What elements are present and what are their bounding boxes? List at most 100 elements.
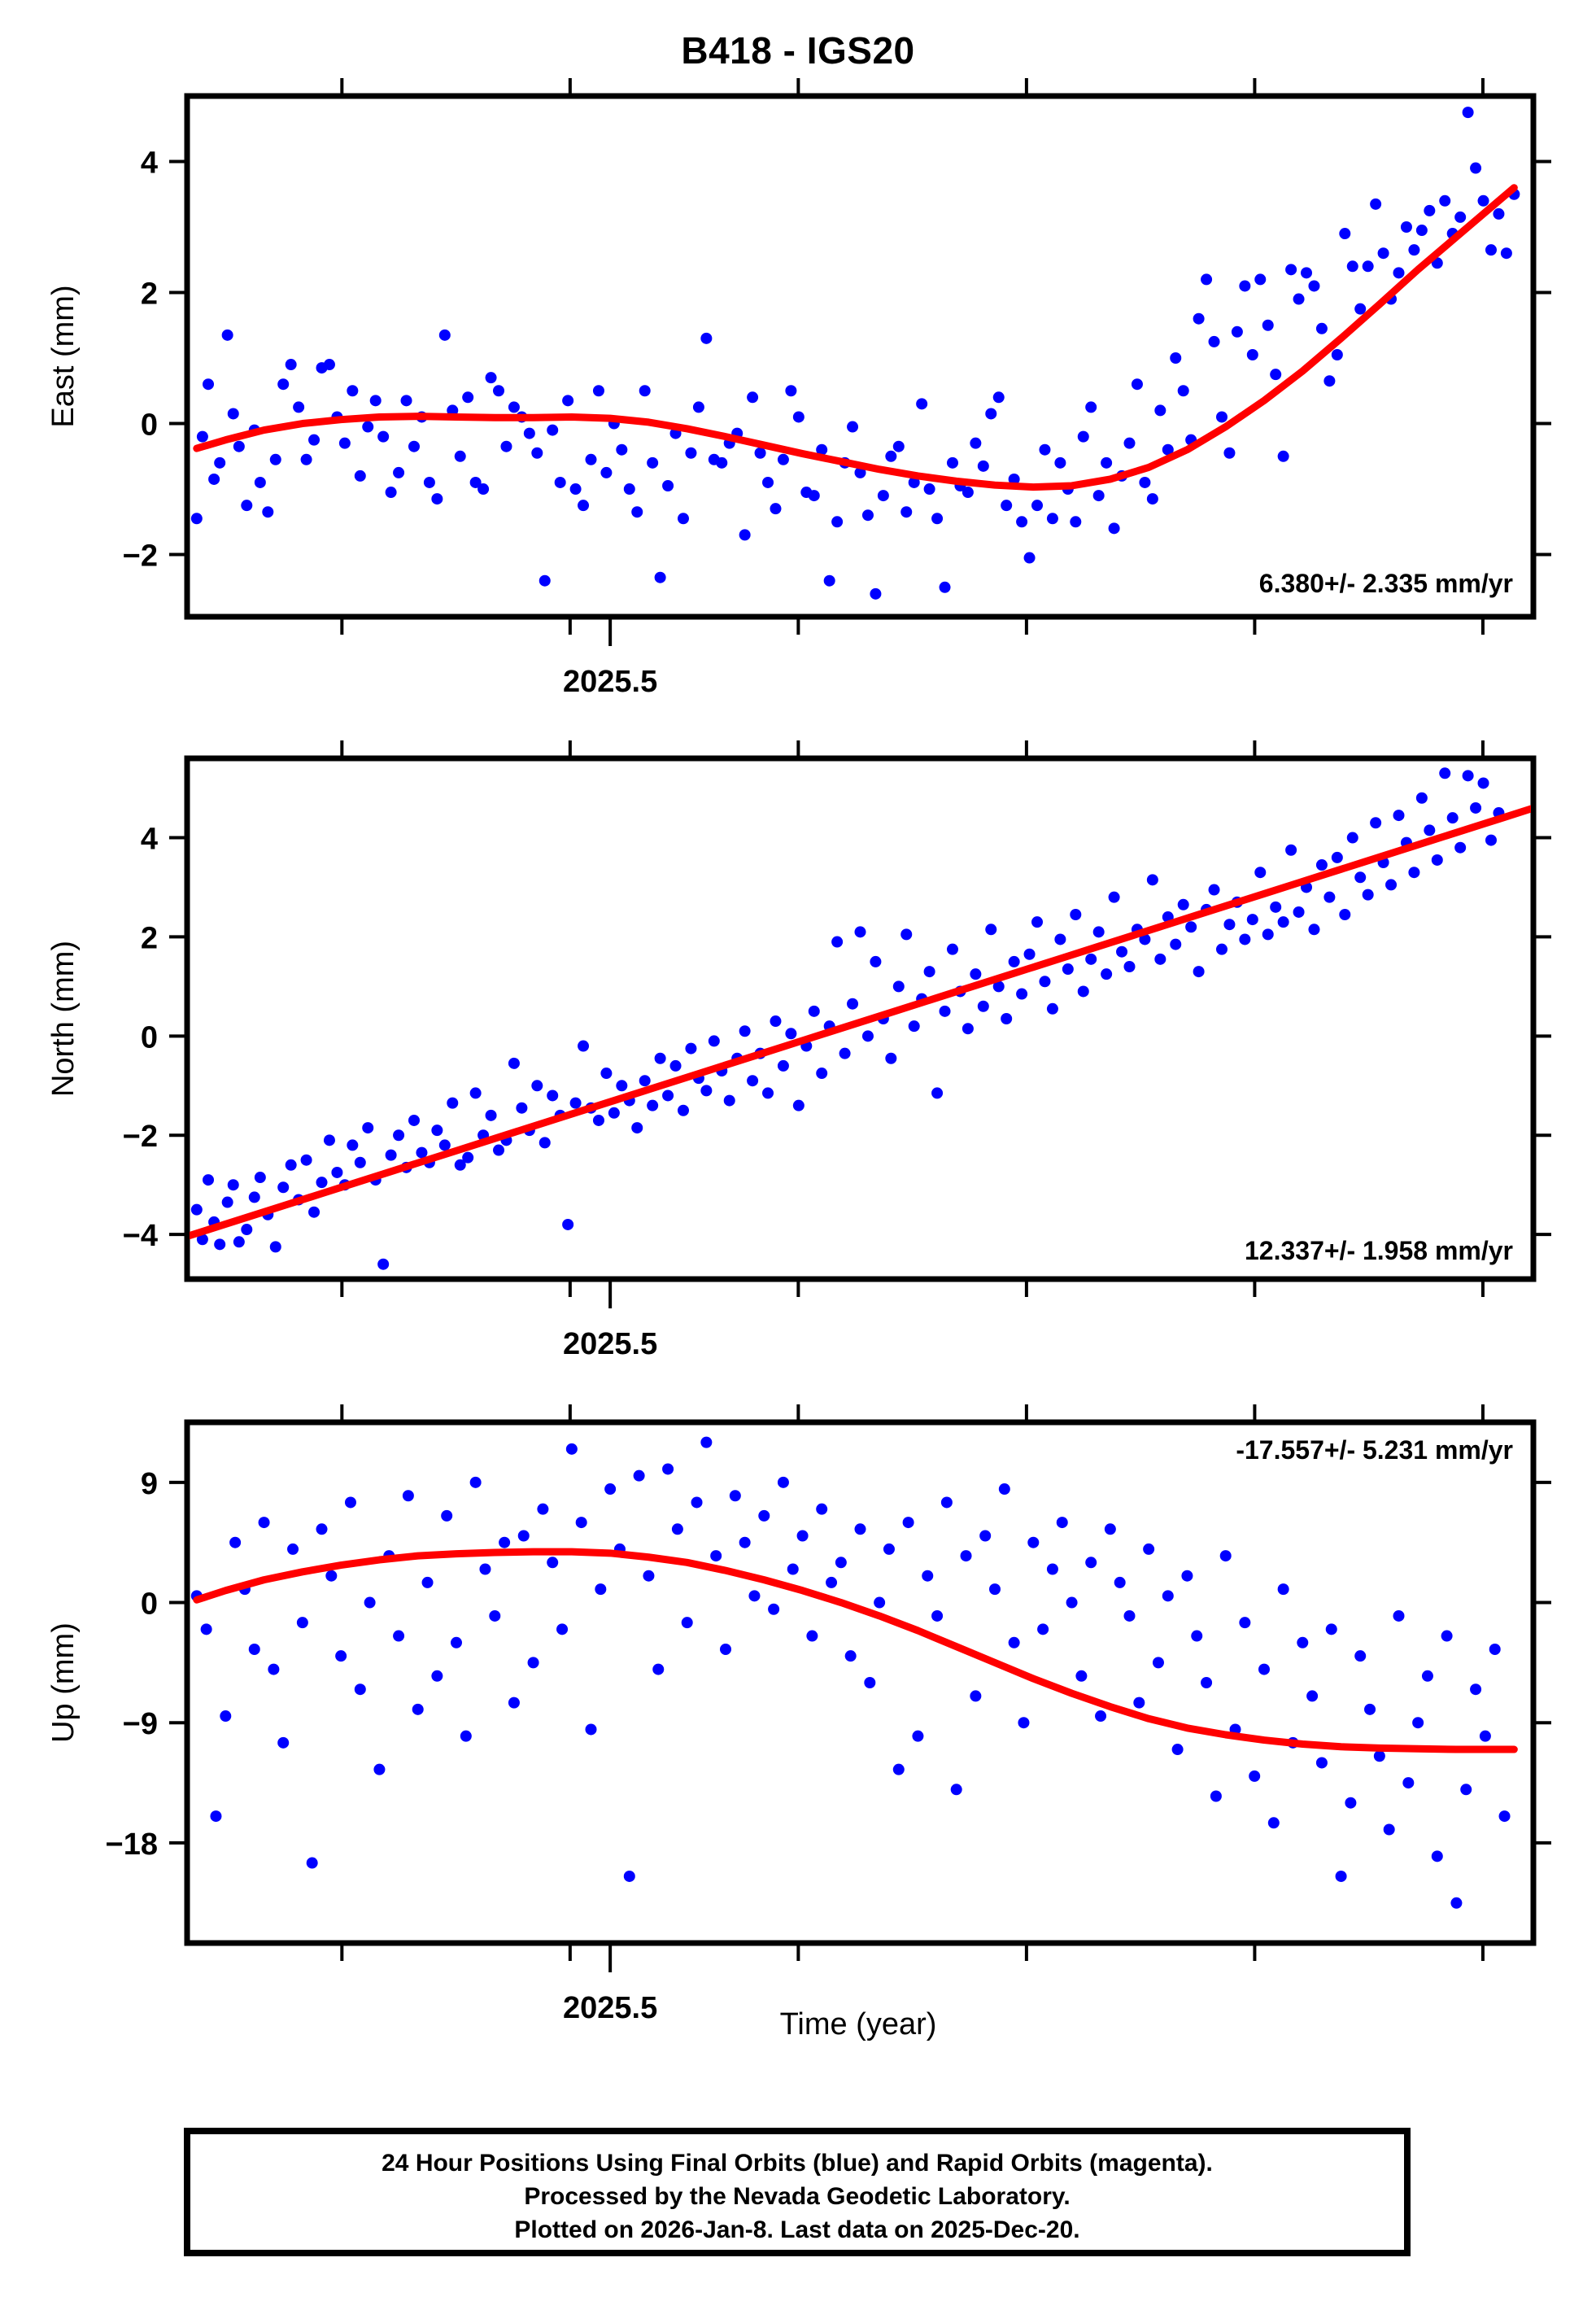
data-point [393, 466, 405, 478]
data-point [946, 456, 958, 469]
data-point [989, 1583, 1001, 1596]
data-point [308, 1206, 321, 1218]
data-point [691, 1496, 703, 1509]
data-point [1171, 1744, 1184, 1756]
data-point [200, 1623, 212, 1635]
data-point [1046, 1002, 1058, 1015]
data-point [633, 1469, 645, 1482]
data-point [604, 1483, 617, 1496]
data-point [1377, 247, 1389, 260]
data-point [241, 500, 253, 512]
rate-annotation: 6.380+/- 2.335 mm/yr [1259, 569, 1513, 598]
data-point [1267, 1817, 1280, 1829]
data-point [950, 1784, 962, 1796]
data-point [1308, 924, 1320, 936]
data-point [1262, 319, 1274, 331]
data-point [874, 1596, 886, 1609]
data-point [208, 473, 220, 485]
data-point [748, 1590, 761, 1602]
data-point [1191, 1630, 1203, 1642]
data-point [831, 516, 844, 528]
data-point [547, 1089, 559, 1102]
data-point [885, 450, 897, 462]
data-point [600, 1068, 613, 1080]
data-point [277, 1736, 290, 1749]
data-point [1335, 1870, 1347, 1882]
data-point [912, 1730, 924, 1742]
data-point [221, 329, 233, 341]
data-point [685, 1042, 697, 1055]
data-point [1246, 914, 1258, 926]
data-point [527, 1657, 539, 1669]
data-point [1315, 859, 1328, 871]
data-point [970, 1690, 982, 1702]
data-point [1054, 456, 1066, 469]
data-point [423, 476, 435, 488]
data-point [1270, 901, 1282, 913]
data-point [447, 1097, 459, 1109]
data-point [562, 1218, 574, 1230]
data-point [1108, 522, 1120, 535]
data-point [916, 398, 928, 410]
data-point [385, 1149, 397, 1161]
data-point [870, 955, 882, 967]
x-tick-label: 2025.5 [563, 665, 657, 699]
plot-area [190, 767, 1531, 1270]
data-point [1315, 1757, 1328, 1769]
data-point [1470, 162, 1482, 174]
data-point [1108, 891, 1120, 903]
data-point [720, 1643, 731, 1655]
data-point [1262, 928, 1274, 941]
data-point [777, 1476, 789, 1488]
data-point [1362, 260, 1374, 273]
data-point [616, 443, 628, 456]
data-point [1450, 1897, 1463, 1909]
data-point [335, 1650, 347, 1662]
data-point [285, 359, 297, 371]
data-point [1215, 943, 1228, 955]
data-point [1325, 1623, 1337, 1635]
data-point [864, 1677, 876, 1688]
data-point [1208, 884, 1220, 896]
data-point [287, 1543, 299, 1555]
data-point [1470, 1683, 1482, 1696]
data-point [1239, 933, 1251, 945]
data-point [977, 460, 989, 472]
data-point [569, 483, 582, 496]
data-point [747, 1075, 759, 1087]
data-point [985, 408, 997, 420]
data-point [883, 1543, 895, 1555]
data-point [578, 1040, 590, 1052]
data-point [1031, 500, 1044, 512]
x-tick-label: 2025.5 [563, 1327, 657, 1361]
data-point [739, 1025, 751, 1037]
data-point [469, 1476, 482, 1488]
data-point [816, 1503, 828, 1515]
data-point [885, 1052, 897, 1064]
data-point [1431, 1850, 1443, 1862]
data-point [537, 1503, 549, 1515]
data-point [1346, 260, 1358, 273]
data-point [1345, 1797, 1357, 1809]
y-tick-label: 4 [141, 823, 158, 857]
data-point [1154, 404, 1166, 417]
panel-east: −2 0 2 4 2025.5 East (mm) 6.380+/- 2.335 mm/yr [46, 78, 1551, 699]
y-tick-label: −18 [106, 1827, 158, 1862]
data-point [1037, 1623, 1049, 1635]
panel-north: −4 −2 0 2 4 2025.5 North (mm) 12.337+/- 1.958 m… [46, 740, 1551, 1361]
data-point [902, 1517, 914, 1529]
data-point [1424, 204, 1436, 216]
data-point [214, 456, 226, 469]
data-point [1181, 1570, 1193, 1582]
data-point [1162, 443, 1174, 456]
y-tick-label: −2 [123, 539, 158, 574]
data-point [1477, 777, 1489, 789]
y-tick-label: −9 [123, 1707, 158, 1741]
data-point [1046, 1563, 1058, 1575]
data-point [831, 936, 844, 948]
data-point [1066, 1596, 1078, 1609]
data-point [1339, 228, 1351, 240]
caption-line-3: Plotted on 2026-Jan-8. Last data on 2025… [514, 2216, 1079, 2243]
data-point [562, 395, 574, 407]
data-point [1075, 1670, 1088, 1682]
